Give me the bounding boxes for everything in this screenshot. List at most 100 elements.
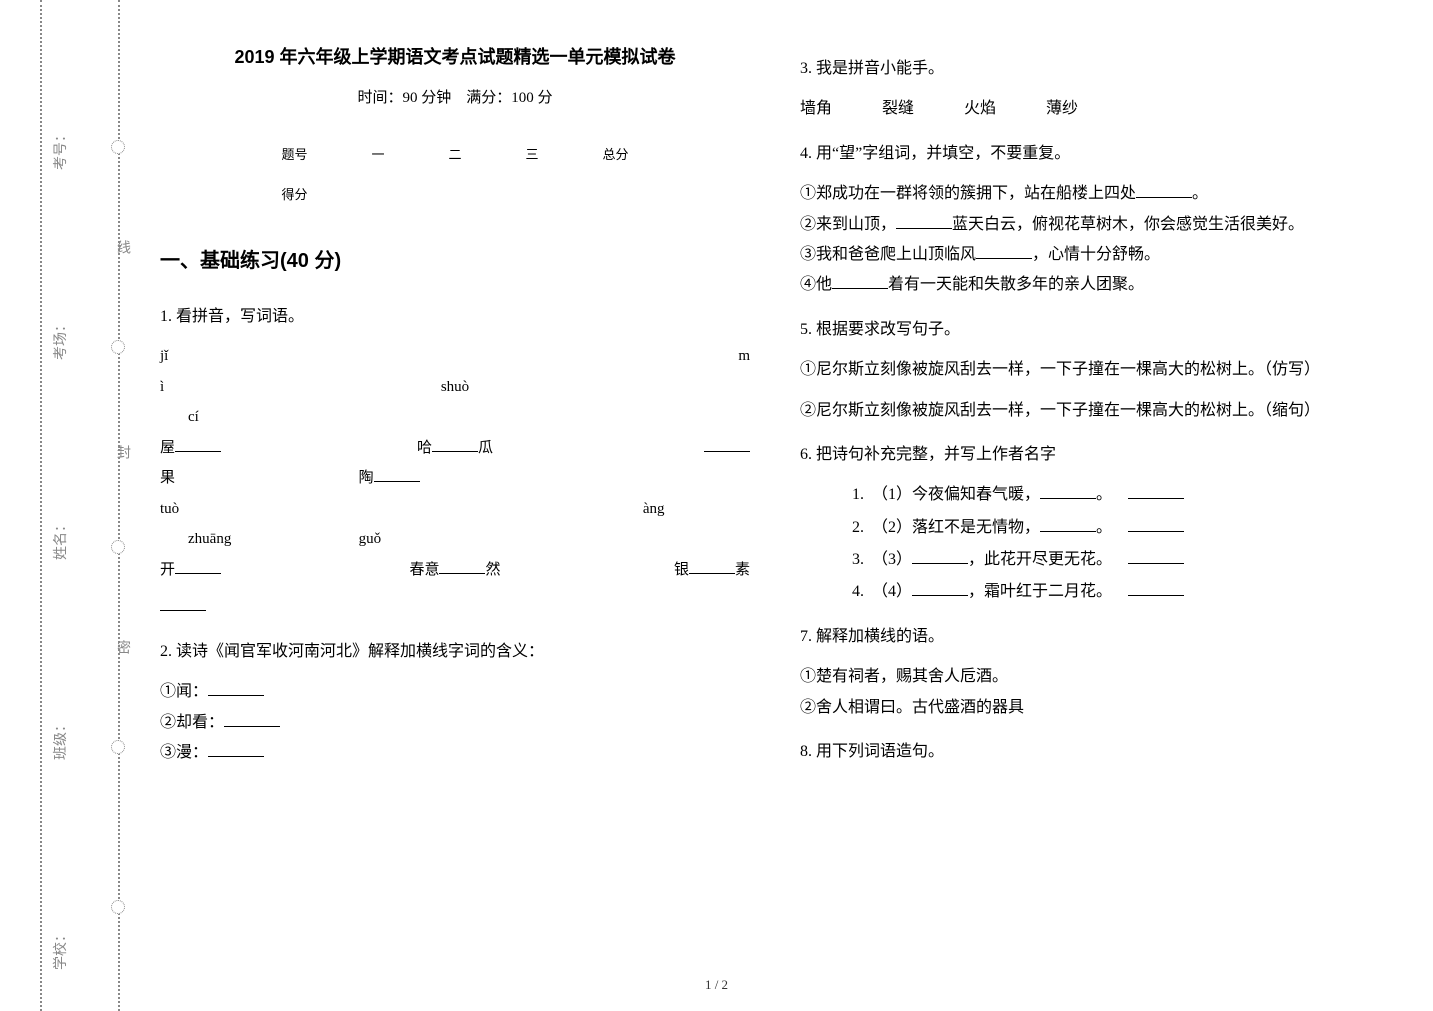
q2-num: 2. bbox=[160, 643, 172, 660]
q2-label: ①闻： bbox=[160, 683, 208, 700]
q6-a: （4） bbox=[872, 583, 912, 600]
q1-cell: m bbox=[557, 342, 750, 371]
q1-han: 开 bbox=[160, 562, 175, 578]
q1-han: 陶 bbox=[359, 470, 374, 486]
q1-cell: àng bbox=[557, 495, 750, 524]
binding-circle bbox=[111, 340, 125, 354]
fill-blank[interactable] bbox=[832, 273, 888, 289]
fill-blank[interactable] bbox=[1040, 516, 1096, 532]
q1-trailing-blank bbox=[160, 592, 750, 622]
q6-b: 。 bbox=[1096, 486, 1112, 503]
q1-cell: 开 bbox=[160, 556, 353, 585]
author-blank[interactable] bbox=[1128, 548, 1184, 564]
q1-cell: 春意然 bbox=[359, 556, 552, 585]
q1-num: 1. bbox=[160, 308, 172, 325]
column-left: 2019 年六年级上学期语文考点试题精选一单元模拟试卷 时间：90 分钟 满分：… bbox=[160, 40, 750, 782]
q1-cell: jǐ bbox=[160, 342, 353, 371]
seal-char: 封 bbox=[112, 445, 132, 459]
score-h-4: 总分 bbox=[571, 135, 661, 176]
fill-blank[interactable] bbox=[896, 213, 952, 229]
score-table: 题号 一 二 三 总分 得分 bbox=[249, 135, 660, 216]
fill-blank[interactable] bbox=[374, 467, 420, 482]
fill-blank[interactable] bbox=[208, 741, 264, 757]
q4-seg: ④他 bbox=[800, 276, 832, 293]
q4-line: ③我和爸爸爬上山顶临风，心情十分舒畅。 bbox=[800, 240, 1390, 270]
fill-blank[interactable] bbox=[439, 559, 485, 574]
q3-word: 裂缝 bbox=[882, 94, 914, 124]
q6-b: ，霜叶红于二月花。 bbox=[968, 583, 1112, 600]
q2: 2. 读诗《闻官军收河南河北》解释加横线字词的含义： bbox=[160, 637, 750, 667]
q1-cell bbox=[557, 434, 750, 463]
score-header-row: 题号 一 二 三 总分 bbox=[249, 135, 660, 176]
q2-item: ③漫： bbox=[160, 738, 750, 768]
q1-cell bbox=[359, 495, 552, 524]
fill-blank[interactable] bbox=[912, 548, 968, 564]
q6-num: 6. bbox=[800, 446, 812, 463]
q2-item: ②却看： bbox=[160, 708, 750, 738]
fill-blank[interactable] bbox=[689, 559, 735, 574]
author-blank[interactable] bbox=[1128, 580, 1184, 596]
page-content: 2019 年六年级上学期语文考点试题精选一单元模拟试卷 时间：90 分钟 满分：… bbox=[160, 40, 1400, 782]
fullscore-label: 满分：100 分 bbox=[466, 90, 552, 106]
q6-n: 4. bbox=[852, 583, 864, 600]
score-v-label: 得分 bbox=[249, 175, 339, 216]
binding-label-name: 姓名： bbox=[50, 518, 70, 560]
spacer bbox=[800, 386, 1390, 396]
q4-seg: 。 bbox=[1192, 185, 1208, 202]
q1-cell: 屋 bbox=[160, 434, 353, 463]
time-label: 时间：90 分钟 bbox=[357, 90, 451, 106]
author-blank[interactable] bbox=[1128, 483, 1184, 499]
fill-blank[interactable] bbox=[175, 559, 221, 574]
q1-han: 瓜 bbox=[478, 440, 493, 456]
q1-cell bbox=[557, 525, 750, 554]
fill-blank[interactable] bbox=[208, 680, 264, 696]
score-v-4 bbox=[571, 175, 661, 216]
fill-blank[interactable] bbox=[976, 243, 1032, 259]
fill-blank[interactable] bbox=[1136, 182, 1192, 198]
fill-blank[interactable] bbox=[175, 437, 221, 452]
q6-b: ，此花开尽更无花。 bbox=[968, 551, 1112, 568]
q5-s2: ②尼尔斯立刻像被旋风刮去一样，一下子撞在一棵高大的松树上。（缩句） bbox=[800, 396, 1390, 426]
q6-a: （2）落红不是无情物， bbox=[872, 519, 1040, 536]
fill-blank[interactable] bbox=[704, 437, 750, 452]
fill-blank[interactable] bbox=[160, 595, 206, 611]
q4-seg: ②来到山顶， bbox=[800, 216, 896, 233]
q4-line: ④他着有一天能和失散多年的亲人团聚。 bbox=[800, 270, 1390, 300]
score-h-2: 二 bbox=[416, 135, 493, 176]
q7-l2: ②舍人相谓曰。古代盛酒的器具 bbox=[800, 693, 1390, 723]
fill-blank[interactable] bbox=[432, 437, 478, 452]
q3-text: 我是拼音小能手。 bbox=[816, 60, 944, 77]
q2-item: ①闻： bbox=[160, 677, 750, 707]
q3-word: 薄纱 bbox=[1046, 94, 1078, 124]
q1-han: 哈 bbox=[417, 440, 432, 456]
binding-label-school: 学校： bbox=[50, 928, 70, 970]
q3-num: 3. bbox=[800, 60, 812, 77]
q4-seg: 蓝天白云，俯视花草树木，你会感觉生活很美好。 bbox=[952, 216, 1304, 233]
q1-cell bbox=[557, 373, 750, 402]
q1-cell: 陶 bbox=[359, 464, 552, 493]
exam-title: 2019 年六年级上学期语文考点试题精选一单元模拟试卷 bbox=[160, 40, 750, 74]
q7-num: 7. bbox=[800, 628, 812, 645]
score-v-1 bbox=[339, 175, 416, 216]
q5-s1: ①尼尔斯立刻像被旋风刮去一样，一下子撞在一棵高大的松树上。（仿写） bbox=[800, 355, 1390, 385]
score-h-3: 三 bbox=[494, 135, 571, 176]
score-h-0: 题号 bbox=[249, 135, 339, 176]
q4-line: ①郑成功在一群将领的簇拥下，站在船楼上四处。 bbox=[800, 179, 1390, 209]
fill-blank[interactable] bbox=[912, 580, 968, 596]
q1-cell: tuò bbox=[160, 495, 353, 524]
q8: 8. 用下列词语造句。 bbox=[800, 737, 1390, 767]
fill-blank[interactable] bbox=[224, 711, 280, 727]
fill-blank[interactable] bbox=[1040, 483, 1096, 499]
q1-body: jǐ m ì shuò cí 屋 哈瓜 果 陶 tuò àng zhuāng bbox=[160, 342, 750, 622]
q6-n: 2. bbox=[852, 519, 864, 536]
q4-seg: ，心情十分舒畅。 bbox=[1032, 246, 1160, 263]
q1-cell: guǒ bbox=[359, 525, 552, 554]
q6-text: 把诗句补充完整，并写上作者名字 bbox=[816, 446, 1056, 463]
section-1-title: 一、基础练习(40 分) bbox=[160, 242, 750, 280]
author-blank[interactable] bbox=[1128, 516, 1184, 532]
q1-cell: zhuāng bbox=[160, 525, 353, 554]
dotted-line-outer bbox=[40, 0, 42, 1011]
binding-circle bbox=[111, 140, 125, 154]
q4-num: 4. bbox=[800, 145, 812, 162]
q8-text: 用下列词语造句。 bbox=[816, 743, 944, 760]
